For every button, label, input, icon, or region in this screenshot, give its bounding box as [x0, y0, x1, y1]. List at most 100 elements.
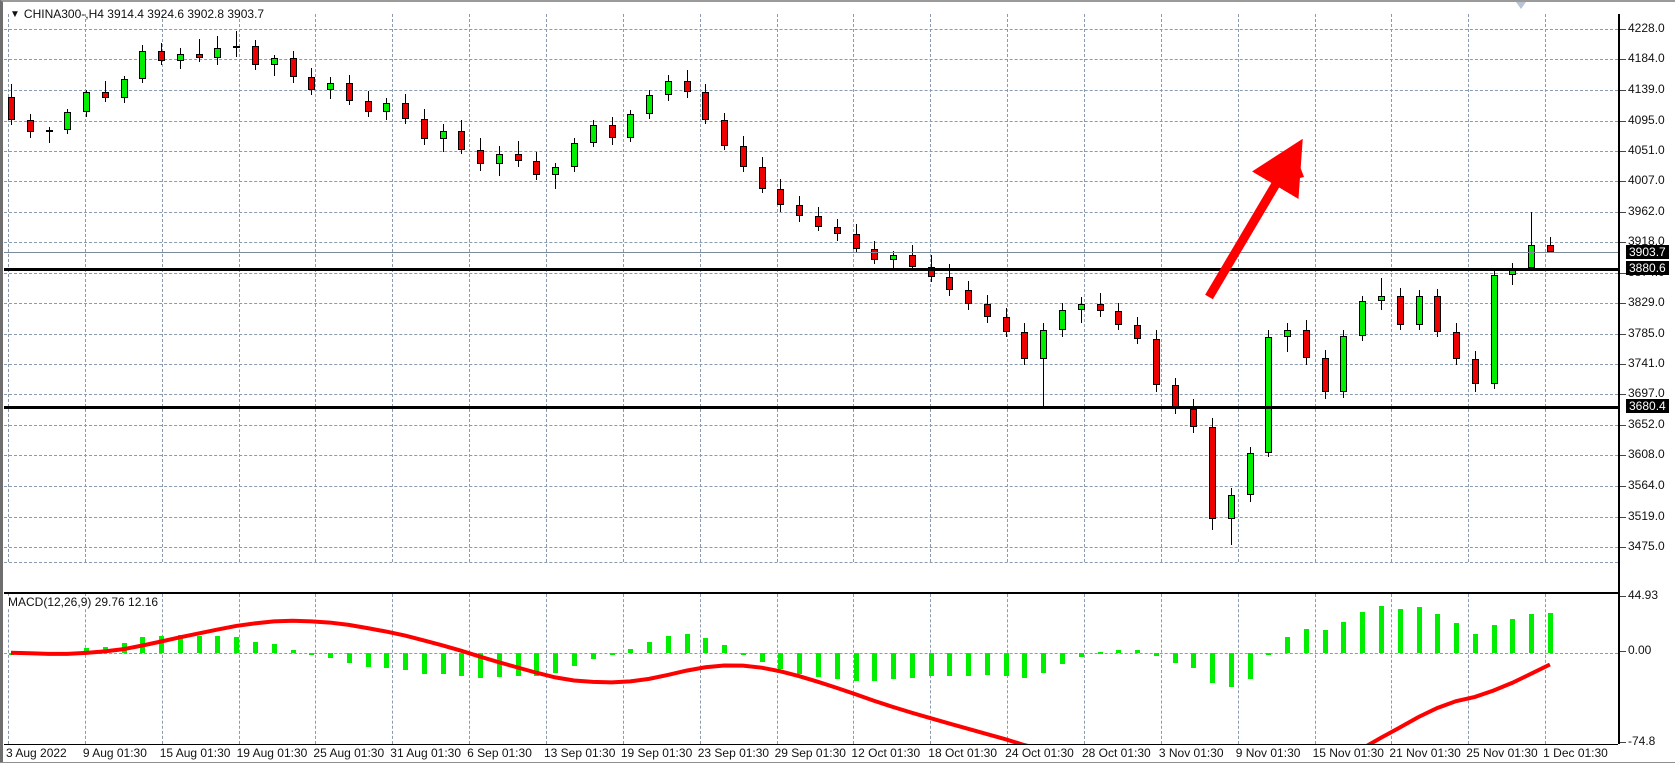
macd-histogram-bar [778, 652, 784, 669]
candlestick [552, 14, 560, 562]
candle-body-bullish [1359, 301, 1367, 336]
macd-histogram-bar [177, 634, 183, 653]
candle-wick [1531, 212, 1533, 272]
macd-histogram-bar [1135, 649, 1141, 653]
candle-body-bearish [1190, 408, 1198, 427]
candle-body-bullish [83, 92, 91, 112]
macd-histogram-bar [665, 635, 671, 653]
price-grid [4, 14, 1618, 562]
candlestick [1359, 14, 1367, 562]
price-axis-label: 4184.0 [1628, 51, 1665, 66]
candlestick [589, 14, 598, 562]
candle-body-bullish [270, 58, 278, 65]
candle-body-bearish [1396, 295, 1404, 325]
macd-histogram-bar [1022, 652, 1028, 678]
horizontal-level-line[interactable] [4, 405, 1618, 409]
candlestick [908, 14, 917, 562]
price-axis-label: 3829.0 [1628, 295, 1665, 310]
candlestick [608, 14, 617, 562]
macd-histogram-bar [891, 652, 897, 680]
candle-body-bullish [1227, 495, 1235, 520]
macd-histogram-bar [534, 652, 540, 676]
axis-tick [1620, 272, 1626, 274]
macd-histogram-bar [928, 652, 934, 677]
time-axis-label: 25 Nov 01:30 [1466, 746, 1538, 760]
candlestick [1528, 14, 1536, 562]
candlestick [1265, 14, 1273, 562]
grid-hline [4, 516, 1618, 518]
candlestick [214, 14, 222, 562]
macd-histogram-bar [1210, 652, 1216, 684]
macd-histogram-bar [684, 634, 690, 653]
candlestick [890, 14, 898, 562]
candle-body-bearish [1453, 331, 1461, 360]
time-axis[interactable]: 3 Aug 2022 9 Aug 01:30 15 Aug 01:30 19 Aug … [4, 744, 1618, 763]
time-axis-label: 31 Aug 01:30 [390, 746, 462, 760]
macd-histogram-bar [1059, 652, 1065, 665]
grid-hline [4, 363, 1618, 365]
candle-body-bearish [1471, 359, 1479, 384]
candlestick [458, 14, 466, 562]
grid-vline [1314, 14, 1316, 562]
grid-hline [4, 425, 1618, 427]
grid-vline [853, 14, 855, 562]
macd-histogram-bar [1191, 652, 1197, 668]
macd-histogram-bar [1379, 606, 1385, 653]
macd-grid-vline [315, 594, 317, 744]
macd-histogram-bar [740, 652, 746, 655]
candlestick [739, 14, 748, 562]
candlestick [26, 14, 35, 562]
grid-vline [546, 14, 547, 562]
grid-hline [4, 212, 1618, 214]
macd-histogram-bar [872, 652, 878, 682]
macd-histogram-bar [909, 652, 915, 678]
macd-histogram-bar [590, 652, 596, 659]
candlestick [927, 14, 936, 562]
macd-grid-vline [776, 594, 778, 744]
macd-histogram-bar [797, 652, 803, 674]
candlestick [983, 14, 992, 562]
price-axis[interactable]: 4228.0 4184.0 4139.0 4095.0 4051.0 4007.0 3962… [1618, 14, 1675, 747]
chart-symbol-header: ▼ CHINA300-,H4 3914.4 3924.6 3902.8 3903.… [10, 8, 264, 22]
candle-body-bearish [1321, 357, 1329, 393]
candle-body-bearish [158, 51, 166, 61]
candle-wick [236, 30, 238, 57]
horizontal-level-line[interactable] [4, 267, 1618, 271]
grid-hline [4, 303, 1618, 305]
candle-body-bearish [458, 130, 466, 151]
axis-tick [1620, 363, 1626, 365]
candle-body-bearish [308, 77, 316, 90]
price-chart-pane[interactable] [4, 14, 1618, 562]
candlestick [571, 14, 579, 562]
price-axis-label: 4095.0 [1628, 112, 1665, 127]
macd-histogram-bar [853, 652, 859, 681]
macd-histogram-bar [759, 652, 765, 662]
candlestick [871, 14, 879, 562]
candlestick [308, 14, 316, 562]
macd-grid-vline [1314, 594, 1316, 744]
candlestick [1209, 14, 1217, 562]
candlestick [345, 14, 354, 562]
candle-wick [198, 38, 200, 63]
macd-histogram-bar [1097, 651, 1103, 654]
candlestick [83, 14, 91, 562]
candle-body-bullish [1058, 309, 1066, 331]
time-axis-label: 12 Oct 01:30 [851, 746, 921, 760]
candle-body-bullish [1284, 330, 1292, 338]
candlestick [439, 14, 448, 562]
price-axis-label: 3608.0 [1628, 447, 1665, 462]
grid-hline [4, 181, 1618, 183]
candle-body-bearish [739, 146, 747, 167]
chart-collapse-icon[interactable]: ▼ [10, 9, 20, 20]
macd-indicator-pane[interactable] [4, 592, 1618, 744]
candle-body-bearish [364, 100, 372, 112]
candle-body-bullish [589, 125, 597, 144]
grid-hline [4, 333, 1618, 335]
macd-histogram-bar [1078, 652, 1084, 657]
candle-body-bearish [8, 96, 15, 120]
time-axis-label: 13 Sep 01:30 [544, 746, 616, 760]
candlestick [1321, 14, 1330, 562]
candlestick [1152, 14, 1161, 562]
candle-body-bearish [402, 103, 410, 119]
top-scroll-strip[interactable] [0, 0, 1675, 12]
